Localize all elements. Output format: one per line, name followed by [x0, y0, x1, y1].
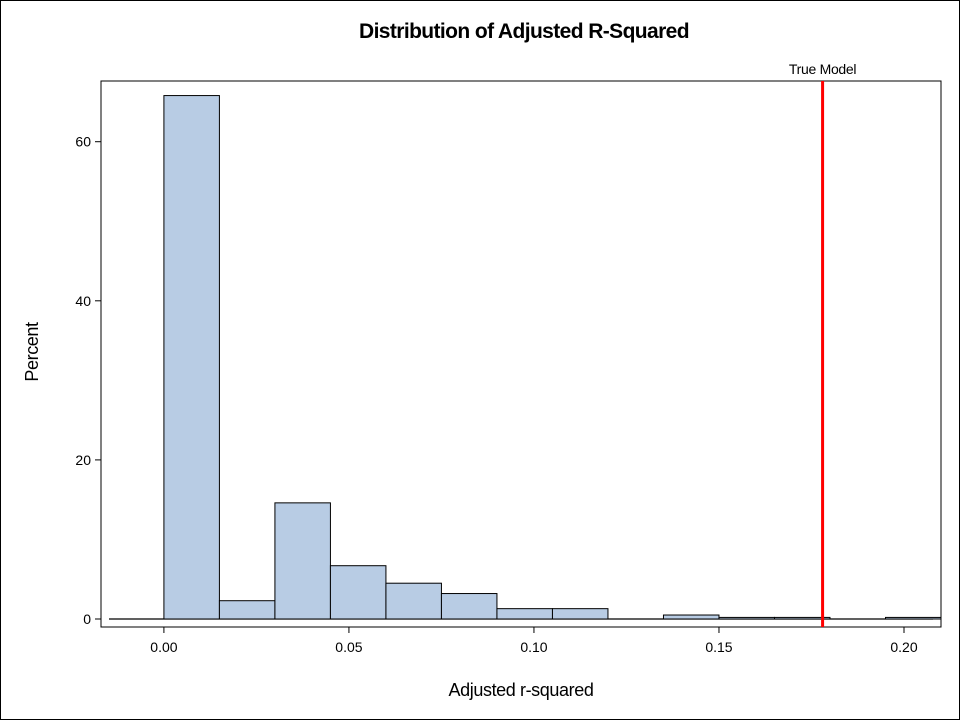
y-axis: 0 20 40 60 [75, 134, 101, 627]
x-tick-label: 0.00 [150, 639, 177, 655]
histogram-bar [329, 565, 387, 620]
histogram-bar [662, 614, 720, 620]
histogram-bar [773, 616, 831, 620]
histogram-bar [551, 608, 609, 620]
plot-border [100, 80, 942, 628]
y-tick-label: 0 [83, 611, 91, 627]
chart-title: Distribution of Adjusted R-Squared [359, 20, 689, 43]
x-axis: 0.00 0.05 0.10 0.15 0.20 [150, 627, 918, 655]
x-axis-title: Adjusted r-squared [449, 680, 594, 700]
histogram-bar [163, 95, 220, 620]
y-tick-label: 20 [75, 452, 91, 468]
plot-area: True Model [100, 61, 942, 628]
histogram-bar [274, 502, 331, 620]
x-tick-label: 0.10 [520, 639, 547, 655]
histogram-bar [718, 616, 775, 620]
x-tick-label: 0.20 [890, 639, 917, 655]
x-tick-label: 0.15 [705, 639, 732, 655]
histogram-bar [385, 582, 442, 620]
y-tick-label: 60 [75, 134, 91, 150]
histogram-bar [218, 600, 276, 620]
x-tick-label: 0.05 [335, 639, 362, 655]
histogram-bar [496, 608, 553, 620]
true-model-label: True Model [789, 61, 856, 77]
histogram-bar [884, 616, 942, 620]
y-axis-title: Percent [22, 322, 42, 382]
histogram-bar [440, 593, 498, 620]
y-tick-label: 40 [75, 293, 91, 309]
